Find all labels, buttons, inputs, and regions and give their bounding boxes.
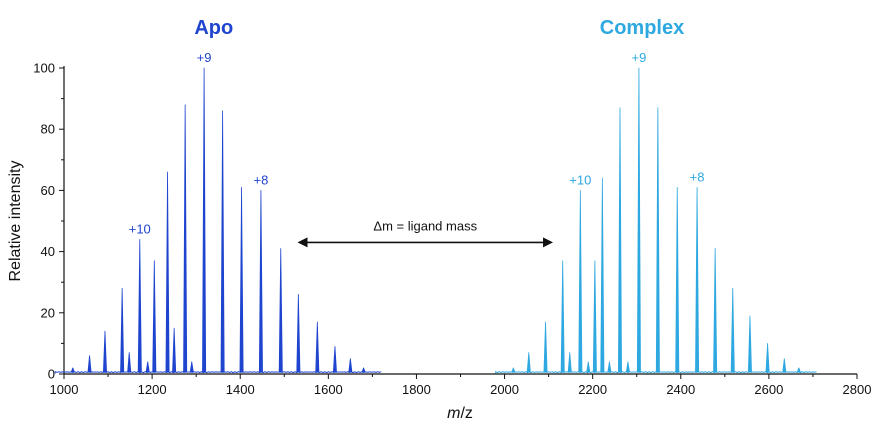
peak [560, 260, 565, 373]
peak [127, 352, 132, 373]
x-tick-label: 1200 [138, 382, 167, 397]
peak [592, 260, 597, 373]
series-title: Complex [600, 17, 684, 39]
chart-labels: Apo Complex +10 +9 +8 +10 +9 +8 Δm = ligand mass [129, 17, 705, 248]
spectrum-traces [54, 67, 817, 374]
peak [567, 352, 572, 373]
peak [765, 343, 770, 373]
peak [315, 321, 320, 373]
x-tick-label: 1400 [226, 382, 255, 397]
peak [782, 358, 787, 373]
peak [102, 330, 107, 373]
peak [636, 67, 641, 373]
peak [695, 186, 700, 373]
peak [713, 248, 718, 373]
y-tick-label: 20 [41, 305, 55, 320]
peak [239, 186, 244, 373]
peak [586, 361, 591, 373]
x-axis-title-rest: /z [460, 405, 472, 422]
peak [202, 67, 207, 373]
y-tick-label: 80 [41, 122, 55, 137]
peak [655, 107, 660, 373]
x-tick-label: 2600 [754, 382, 783, 397]
x-tick-label: 2000 [490, 382, 519, 397]
charge-label: +8 [254, 172, 269, 187]
peak [120, 287, 125, 373]
peak [625, 361, 630, 373]
arrow-head-right [543, 237, 554, 248]
peak [348, 358, 353, 373]
peak [70, 367, 75, 373]
peak [165, 171, 170, 373]
axes: 1000 1200 1400 1600 1800 2000 2200 2400 2600 2800… [33, 61, 871, 398]
series-apo [54, 67, 382, 374]
charge-label: +8 [690, 169, 705, 184]
peak [543, 321, 548, 373]
peak [87, 355, 92, 373]
series-title: Apo [194, 17, 233, 39]
peak [600, 177, 605, 373]
x-tick-label: 2200 [578, 382, 607, 397]
y-tick-label: 40 [41, 244, 55, 259]
peak [730, 287, 735, 373]
y-tick-label: 60 [41, 183, 55, 198]
x-axis-title-italic: m [447, 405, 460, 422]
peak [145, 361, 150, 373]
x-tick-label: 2400 [666, 382, 695, 397]
x-tick-label: 1600 [314, 382, 343, 397]
x-axis-title: m/z [447, 405, 473, 422]
charge-label: +9 [632, 50, 647, 65]
peak [258, 190, 263, 373]
x-tick-label: 1000 [50, 382, 79, 397]
peak [296, 294, 301, 373]
peak [747, 315, 752, 373]
charge-label: +10 [569, 172, 591, 187]
delta-mass-label: Δm = ligand mass [373, 218, 477, 233]
y-tick-label: 0 [48, 367, 55, 382]
peak [617, 107, 622, 373]
charge-label: +10 [129, 221, 151, 236]
peak [189, 361, 194, 373]
peak [332, 346, 337, 373]
peak [796, 367, 801, 373]
charge-label: +9 [197, 50, 212, 65]
peak [278, 248, 283, 373]
peak [578, 190, 583, 373]
series-complex [495, 67, 817, 374]
y-tick-label: 100 [33, 61, 55, 76]
peak [361, 367, 366, 373]
arrow-head-left [297, 237, 308, 248]
baseline-noise [54, 370, 382, 374]
peak [511, 367, 516, 373]
peak [675, 186, 680, 373]
peak [607, 361, 612, 373]
y-axis-title: Relative intensity [7, 161, 24, 282]
peak [526, 352, 531, 373]
peak [137, 238, 142, 373]
x-tick-label: 2800 [843, 382, 872, 397]
x-tick-label: 1800 [402, 382, 431, 397]
baseline-noise [495, 370, 817, 374]
peak [172, 327, 177, 373]
peak [152, 260, 157, 373]
peak [183, 104, 188, 373]
peak [220, 110, 225, 373]
